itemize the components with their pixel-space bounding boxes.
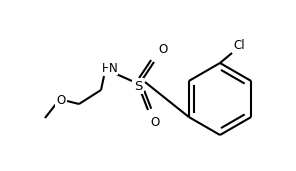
Text: Cl: Cl	[233, 39, 244, 52]
Text: H: H	[102, 62, 110, 75]
Text: O: O	[150, 116, 159, 129]
Text: O: O	[158, 43, 167, 56]
Text: S: S	[134, 80, 142, 93]
Text: O: O	[56, 94, 66, 107]
Text: N: N	[109, 62, 118, 75]
